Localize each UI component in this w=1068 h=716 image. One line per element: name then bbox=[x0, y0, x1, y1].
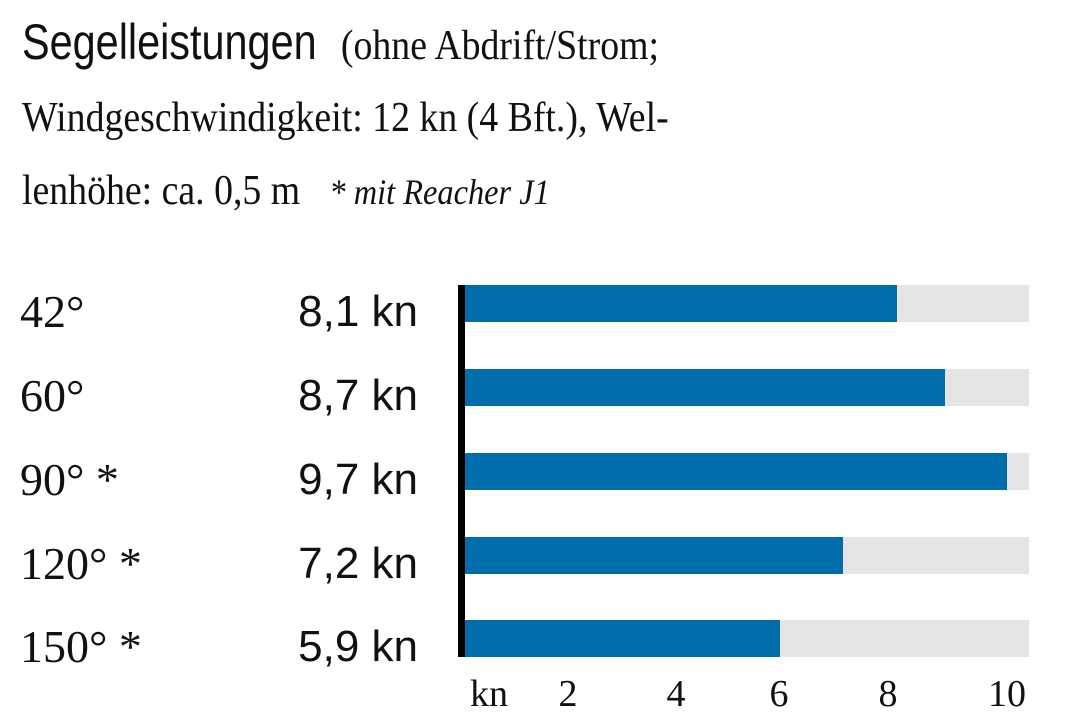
chart-subtitle-1: (ohne Abdrift/Strom; bbox=[340, 23, 660, 69]
row-speed-value: 7,2 kn bbox=[298, 539, 418, 588]
chart-subtitle-2: Windgeschwindigkeit: 12 kn (4 Bft.), Wel… bbox=[22, 95, 669, 141]
row-speed-value: 8,1 kn bbox=[298, 287, 418, 336]
bar-120 bbox=[465, 537, 843, 574]
x-tick: 4 bbox=[666, 673, 686, 715]
chart-subtitle-3: lenhöhe: ca. 0,5 m bbox=[22, 168, 301, 214]
bar-42 bbox=[465, 285, 897, 322]
bar-60 bbox=[465, 369, 945, 406]
bar-150 bbox=[465, 620, 780, 657]
header-line-3: lenhöhe: ca. 0,5 m * mit Reacher J1 bbox=[22, 163, 550, 220]
x-axis-unit: kn bbox=[470, 673, 508, 715]
row-angle-label: 42° bbox=[20, 286, 85, 337]
row-angle-label: 150° * bbox=[20, 621, 142, 672]
header-line-1: Segelleistungen (ohne Abdrift/Strom; bbox=[22, 14, 659, 74]
row-angle-label: 60° bbox=[20, 370, 85, 421]
x-tick: 2 bbox=[558, 673, 578, 715]
bar-90 bbox=[465, 453, 1007, 490]
row-speed-value: 9,7 kn bbox=[298, 455, 418, 504]
x-tick: 8 bbox=[878, 673, 898, 715]
x-tick: 10 bbox=[988, 673, 1026, 715]
row-angle-label: 90° * bbox=[20, 454, 119, 505]
y-axis-line bbox=[458, 285, 465, 657]
row-angle-label: 120° * bbox=[20, 538, 142, 589]
x-tick: 6 bbox=[769, 673, 789, 715]
row-speed-value: 8,7 kn bbox=[298, 371, 418, 420]
row-speed-value: 5,9 kn bbox=[298, 622, 418, 671]
footnote: * mit Reacher J1 bbox=[329, 172, 550, 212]
chart-title: Segelleistungen bbox=[22, 14, 317, 70]
